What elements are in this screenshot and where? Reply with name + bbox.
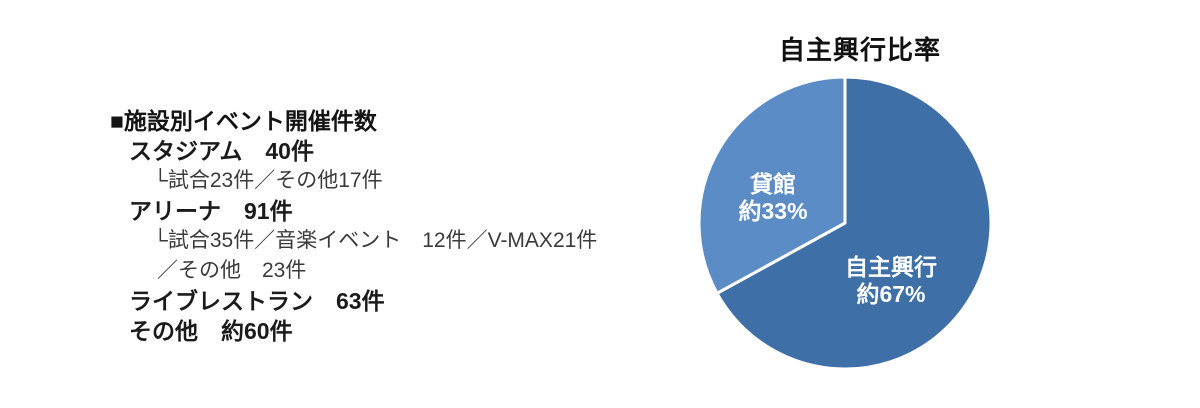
- pie-slice-1: [697, 75, 847, 295]
- pie-slice-label-1: 貸館約33%: [738, 171, 807, 224]
- stat-line-stadium-detail: └試合23件／その他17件: [153, 169, 383, 192]
- pie-chart-title: 自主興行比率: [778, 35, 941, 65]
- stat-line-live-restaurant: ライブレストラン 63件: [129, 288, 385, 314]
- facility-event-stats: ■施設別イベント開催件数 スタジアム 40件 └試合23件／その他17件 アリー…: [110, 106, 670, 346]
- facility-stats-heading: ■施設別イベント開催件数: [110, 108, 377, 134]
- pie-slice-0: [715, 75, 993, 371]
- pie-chart: 自主興行約67% 貸館約33%: [697, 75, 993, 371]
- stat-line-arena-detail-continued: ／その他 23件: [157, 259, 307, 282]
- stat-line-arena-detail: └試合35件／音楽イベント 12件／V-MAX21件: [153, 229, 598, 252]
- stat-line-stadium: スタジアム 40件: [129, 138, 314, 164]
- pie-slice-label-0: 自主興行約67%: [845, 254, 937, 307]
- stat-line-arena: アリーナ 91件: [129, 198, 293, 224]
- stat-line-others: その他 約60件: [129, 318, 293, 344]
